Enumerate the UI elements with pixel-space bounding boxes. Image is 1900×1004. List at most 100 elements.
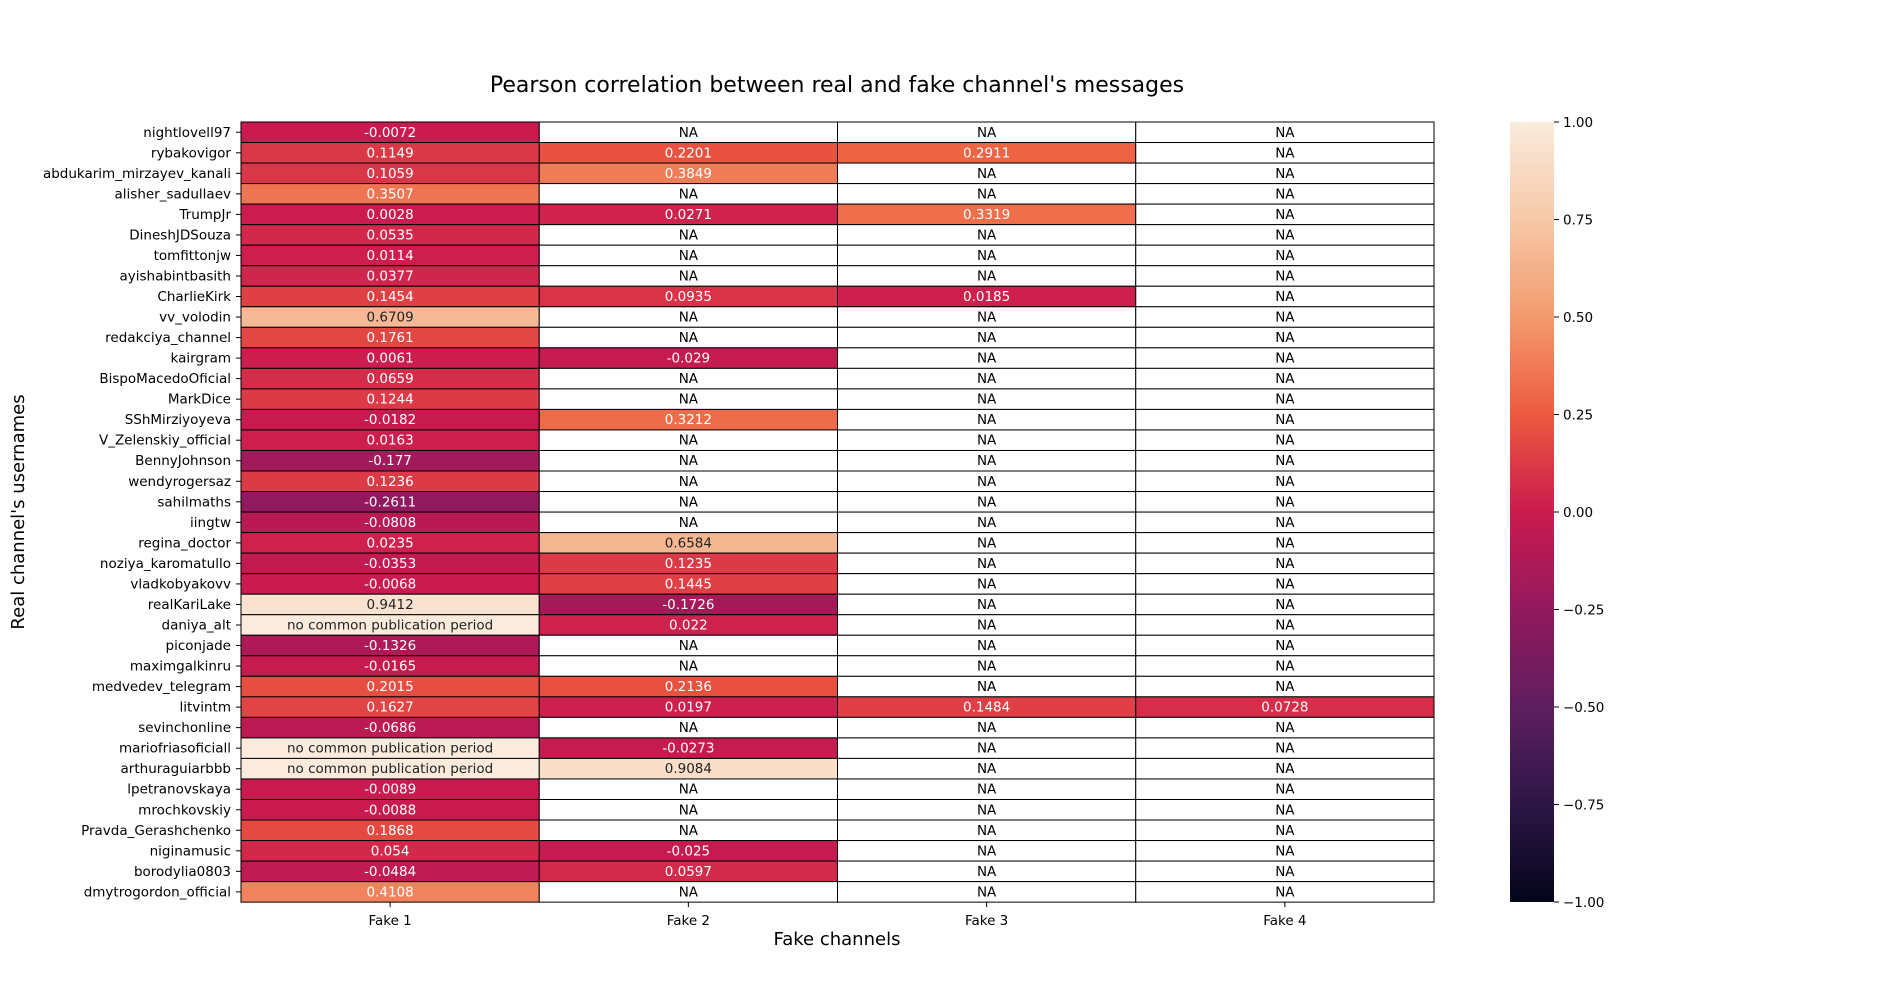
cell-value: 0.1484 bbox=[963, 700, 1010, 716]
row-label: kairgram bbox=[171, 351, 231, 367]
cell-value: NA bbox=[977, 433, 997, 449]
cell-value: NA bbox=[1275, 145, 1295, 161]
cell-value: 0.1761 bbox=[367, 330, 414, 346]
cell-value: 0.0028 bbox=[367, 207, 414, 223]
cell-value: NA bbox=[1275, 310, 1295, 326]
cell-value: 0.0935 bbox=[665, 289, 712, 305]
cell-value: NA bbox=[1275, 474, 1295, 490]
row-label: V_Zelenskiy_official bbox=[99, 433, 231, 449]
row-label: sahilmaths bbox=[157, 494, 231, 510]
cell-value: NA bbox=[977, 659, 997, 675]
cell-value: NA bbox=[1275, 597, 1295, 613]
cell-value: NA bbox=[1275, 166, 1295, 182]
cell-value: NA bbox=[1275, 207, 1295, 223]
cell-value: 0.0061 bbox=[367, 351, 414, 367]
row-label: rybakovigor bbox=[151, 145, 232, 161]
cell-value: NA bbox=[1275, 125, 1295, 141]
row-label: nightlovell97 bbox=[143, 125, 231, 141]
cell-value: NA bbox=[679, 659, 699, 675]
cell-value: 0.1236 bbox=[367, 474, 414, 490]
cell-value: NA bbox=[679, 186, 699, 202]
cell-value: NA bbox=[1275, 412, 1295, 428]
cell-value: 0.9412 bbox=[367, 597, 414, 613]
cell-value: NA bbox=[679, 310, 699, 326]
y-axis-label: Real channel's usernames bbox=[8, 394, 29, 629]
row-label: daniya_alt bbox=[162, 617, 231, 633]
colorbar-tick-label: 0.75 bbox=[1563, 213, 1593, 229]
cell-value: NA bbox=[679, 823, 699, 839]
cell-value: 0.0597 bbox=[665, 864, 712, 880]
row-label: piconjade bbox=[166, 638, 231, 654]
row-label: alisher_sadullaev bbox=[115, 186, 231, 202]
cell-value: -0.2611 bbox=[364, 494, 416, 510]
cell-value: 0.6709 bbox=[367, 310, 414, 326]
cell-value: NA bbox=[977, 186, 997, 202]
column-labels: Fake 1 Fake 2 Fake 3 Fake 4 bbox=[368, 902, 1307, 929]
cell-value: NA bbox=[1275, 576, 1295, 592]
colorbar-tick-label: −0.50 bbox=[1563, 700, 1604, 716]
cell-value: NA bbox=[679, 227, 699, 243]
cell-value: NA bbox=[977, 556, 997, 572]
cell-value: NA bbox=[977, 351, 997, 367]
cell-value: NA bbox=[1275, 535, 1295, 551]
cell-value: NA bbox=[1275, 638, 1295, 654]
cell-value: NA bbox=[1275, 782, 1295, 798]
cell-value: -0.0182 bbox=[364, 412, 416, 428]
cell-value: 0.2015 bbox=[367, 679, 414, 695]
cell-value: NA bbox=[1275, 659, 1295, 675]
cell-value: NA bbox=[977, 392, 997, 408]
cell-value: NA bbox=[679, 494, 699, 510]
cell-value: -0.0353 bbox=[364, 556, 416, 572]
cell-value: 0.054 bbox=[371, 843, 410, 859]
cell-value: -0.0165 bbox=[364, 659, 416, 675]
cell-value: NA bbox=[1275, 761, 1295, 777]
cell-value: -0.0808 bbox=[364, 515, 416, 531]
cell-value: NA bbox=[1275, 227, 1295, 243]
cell-value: NA bbox=[1275, 351, 1295, 367]
cell-value: -0.0088 bbox=[364, 802, 416, 818]
cell-value: 0.3212 bbox=[665, 412, 712, 428]
cell-value: -0.029 bbox=[667, 351, 711, 367]
cell-value: -0.177 bbox=[368, 453, 412, 469]
cell-value: 0.0271 bbox=[665, 207, 712, 223]
row-label: sevinchonline bbox=[138, 720, 231, 736]
cell-value: NA bbox=[1275, 186, 1295, 202]
cell-value: -0.1326 bbox=[364, 638, 416, 654]
cell-value: NA bbox=[977, 515, 997, 531]
row-label: mrochkovskiy bbox=[138, 802, 231, 818]
cell-value: NA bbox=[1275, 371, 1295, 387]
cell-value: NA bbox=[1275, 268, 1295, 284]
cell-value: NA bbox=[977, 782, 997, 798]
row-label: mariofriasoficiall bbox=[119, 741, 231, 757]
cell-value: NA bbox=[977, 166, 997, 182]
row-label: vladkobyakovv bbox=[130, 576, 231, 592]
column-label: Fake 3 bbox=[965, 913, 1008, 929]
cell-value: -0.0484 bbox=[364, 864, 416, 880]
cell-value: NA bbox=[977, 268, 997, 284]
cell-value: NA bbox=[977, 761, 997, 777]
cell-value: NA bbox=[977, 474, 997, 490]
cell-value: NA bbox=[1275, 289, 1295, 305]
row-label: niginamusic bbox=[150, 843, 231, 859]
row-label: vv_volodin bbox=[159, 310, 231, 326]
cell-value: 0.2136 bbox=[665, 679, 712, 695]
chart-title: Pearson correlation between real and fak… bbox=[490, 73, 1184, 98]
colorbar-tick-label: 1.00 bbox=[1563, 115, 1593, 131]
colorbar: 1.00 0.75 0.50 0.25 0.00 −0.25 −0.50 −0.75 −1.00 bbox=[1510, 115, 1604, 911]
cell-value: NA bbox=[679, 248, 699, 264]
row-label: SShMirziyoyeva bbox=[125, 412, 231, 428]
cell-value: NA bbox=[977, 597, 997, 613]
cell-value: NA bbox=[679, 474, 699, 490]
cell-value: NA bbox=[1275, 864, 1295, 880]
cell-value: -0.1726 bbox=[662, 597, 714, 613]
row-label: regina_doctor bbox=[138, 535, 231, 551]
row-label: maximgalkinru bbox=[130, 659, 231, 675]
colorbar-tick-label: 0.25 bbox=[1563, 408, 1593, 424]
row-label: MarkDice bbox=[168, 392, 231, 408]
cell-value: NA bbox=[679, 330, 699, 346]
cell-value: NA bbox=[1275, 494, 1295, 510]
cell-value: 0.022 bbox=[669, 617, 708, 633]
cell-value: NA bbox=[1275, 823, 1295, 839]
row-labels: nightlovell97 rybakovigor abdukarim_mirzay… bbox=[43, 125, 241, 900]
